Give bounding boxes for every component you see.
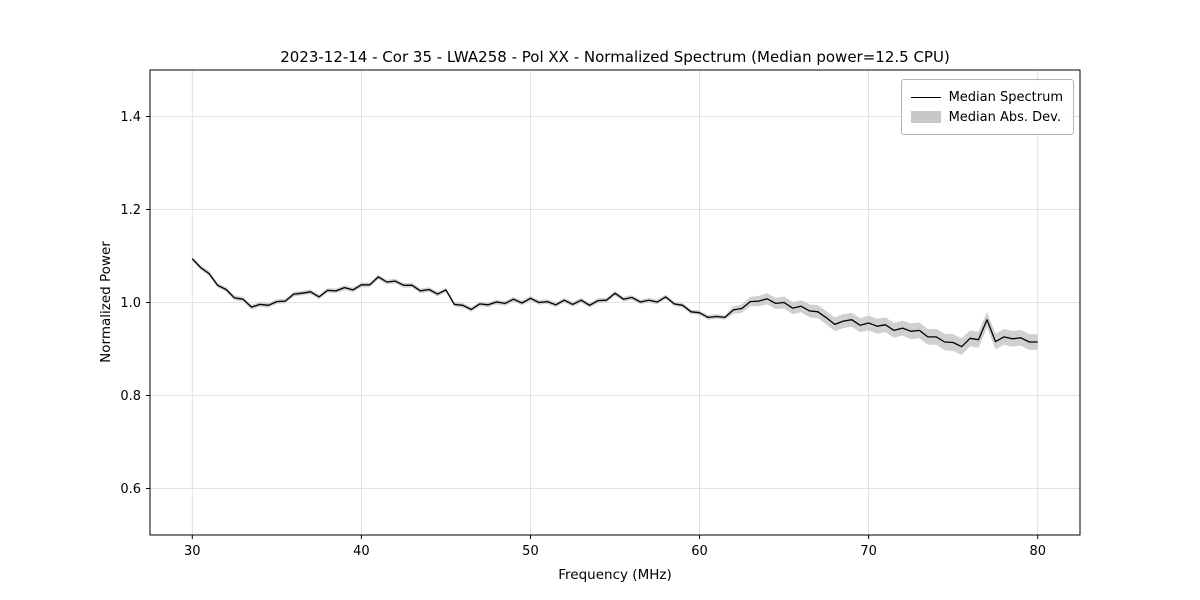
- line-swatch-icon: [910, 91, 941, 104]
- svg-text:30: 30: [184, 544, 201, 559]
- svg-text:80: 80: [1029, 544, 1046, 559]
- svg-text:50: 50: [522, 544, 539, 559]
- legend-label: Median Spectrum: [948, 89, 1063, 105]
- svg-text:70: 70: [860, 544, 877, 559]
- svg-text:1.4: 1.4: [120, 110, 141, 125]
- legend-item-median-spectrum: Median Spectrum: [910, 87, 1063, 107]
- svg-text:1.0: 1.0: [120, 296, 141, 311]
- svg-text:0.6: 0.6: [120, 482, 141, 497]
- svg-text:0.8: 0.8: [120, 389, 141, 404]
- x-axis-label: Frequency (MHz): [558, 567, 672, 583]
- chart-title: 2023-12-14 - Cor 35 - LWA258 - Pol XX - …: [280, 48, 950, 66]
- y-axis-label: Normalized Power: [98, 241, 114, 363]
- svg-text:40: 40: [353, 544, 370, 559]
- legend-label: Median Abs. Dev.: [948, 109, 1062, 125]
- legend-item-median-abs-dev: Median Abs. Dev.: [910, 107, 1063, 127]
- patch-swatch-icon: [910, 111, 941, 123]
- svg-text:1.2: 1.2: [120, 203, 141, 218]
- legend: Median Spectrum Median Abs. Dev.: [900, 79, 1074, 135]
- svg-text:60: 60: [691, 544, 708, 559]
